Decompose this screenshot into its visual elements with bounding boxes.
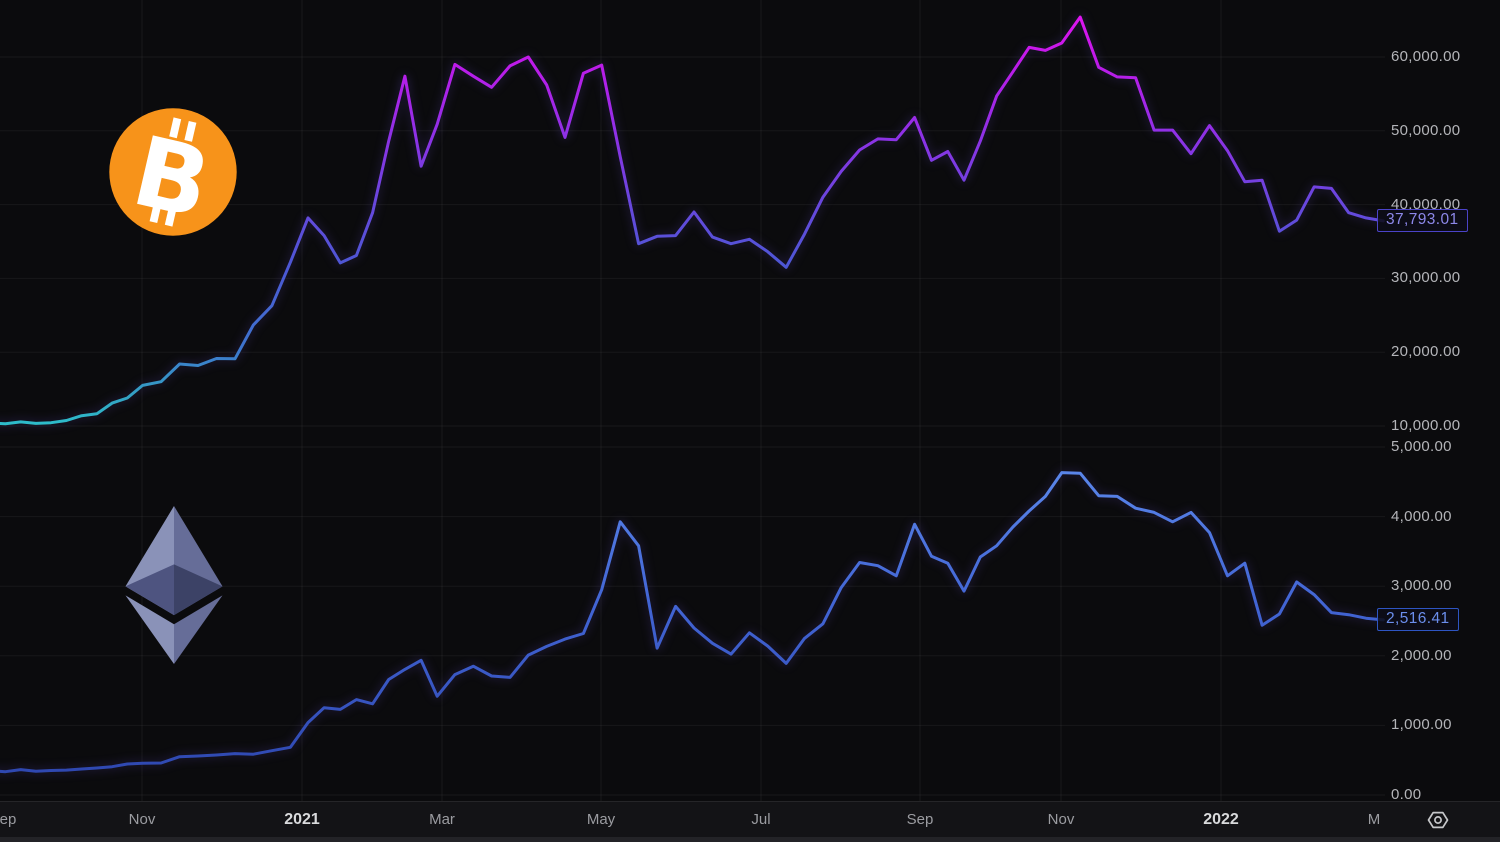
price-axis-label: 2,000.00	[1391, 646, 1452, 664]
bitcoin-logo: B	[108, 107, 238, 237]
price-axis-label: 1,000.00	[1391, 716, 1452, 734]
ethereum-logo	[122, 506, 226, 664]
price-chart-canvas[interactable]	[0, 0, 1500, 801]
price-axis-label: 40,000.00	[1391, 195, 1461, 213]
time-axis-label: Sep	[906, 811, 934, 828]
bottom-edge-strip	[0, 837, 1500, 842]
eth-last-price: 2,516.41	[1386, 610, 1450, 628]
btc-price-badge: 37,793.01	[1377, 209, 1468, 233]
price-axis-label: 60,000.00	[1391, 48, 1461, 65]
time-axis[interactable]: ep Nov 2021 Mar May Jul Sep Nov 2022 M	[0, 801, 1500, 838]
ethereum-icon	[125, 506, 223, 664]
price-axis-label: 5,000.00	[1391, 438, 1452, 455]
price-axis-label: 0.00	[1391, 786, 1422, 803]
time-axis-label: Jul	[751, 811, 771, 828]
price-axis-label: 50,000.00	[1391, 121, 1461, 139]
time-axis-label: ep	[0, 811, 17, 828]
settings-icon[interactable]	[1426, 808, 1450, 832]
price-axis-label: 20,000.00	[1391, 343, 1461, 361]
time-axis-label: 2021	[284, 811, 320, 828]
eth-price-line	[0, 471, 1385, 774]
price-series	[0, 15, 1385, 774]
btc-last-price: 37,793.01	[1386, 211, 1459, 229]
price-axis-label: 4,000.00	[1391, 507, 1452, 525]
eth-price-badge: 2,516.41	[1377, 608, 1459, 632]
price-axis-label: 3,000.00	[1391, 577, 1452, 595]
time-axis-label: 2022	[1203, 811, 1239, 828]
price-axis-label: 10,000.00	[1391, 417, 1461, 434]
bitcoin-icon: B	[109, 108, 237, 237]
time-axis-label: Nov	[1047, 811, 1075, 828]
time-axis-label: Nov	[128, 811, 156, 828]
btc-price-line	[0, 15, 1385, 426]
time-axis-label: May	[586, 811, 616, 828]
price-axis-label: 30,000.00	[1391, 269, 1461, 287]
time-axis-label: M	[1367, 811, 1381, 828]
time-axis-label: Mar	[429, 811, 455, 828]
